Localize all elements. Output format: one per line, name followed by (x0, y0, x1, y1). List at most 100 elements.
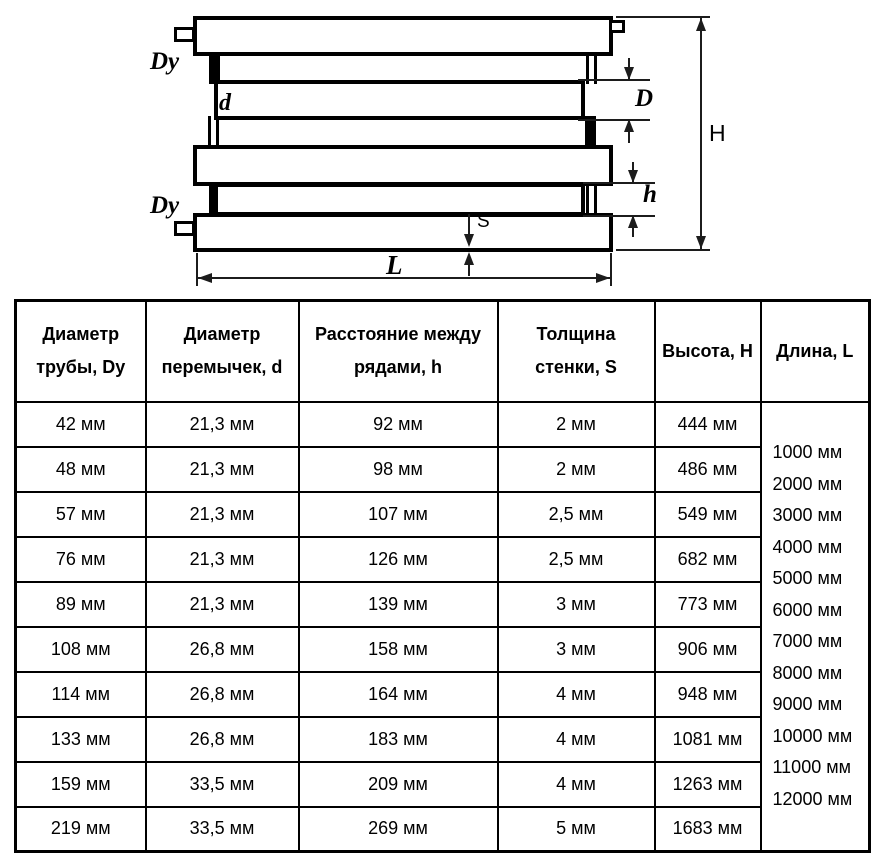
label-dy-bottom: Dy (150, 192, 180, 219)
pipe-row-3 (193, 145, 613, 186)
cell-dy: 89 мм (14, 580, 147, 628)
dim-L-arrow-right (596, 273, 610, 283)
cell-height: 948 мм (653, 670, 762, 718)
dim-L-ext-left (196, 253, 198, 286)
dim-D-tick-top (578, 79, 650, 81)
cell-h: 209 мм (297, 760, 499, 808)
label-D: D (635, 85, 654, 112)
dim-D-arrow-up (624, 119, 634, 132)
label-S: S (477, 211, 490, 232)
cell-h: 183 мм (297, 715, 499, 763)
cell-height: 906 мм (653, 625, 762, 673)
nipple-weld-right-1-2 (586, 52, 597, 84)
label-h: h (643, 181, 657, 208)
cell-s: 3 мм (496, 580, 656, 628)
cell-s: 2 мм (496, 400, 656, 448)
table-row: 48 мм 21,3 мм 98 мм 2 мм 486 мм (14, 445, 870, 493)
cell-s: 4 мм (496, 715, 656, 763)
nipple-weld-left-2-3 (208, 116, 219, 149)
cell-height: 1683 мм (653, 805, 762, 853)
cell-d: 26,8 мм (144, 670, 300, 718)
cell-height: 773 мм (653, 580, 762, 628)
cell-h: 92 мм (297, 400, 499, 448)
pipe-row-1 (193, 16, 613, 56)
cell-d: 21,3 мм (144, 580, 300, 628)
table-row: 76 мм 21,3 мм 126 мм 2,5 мм 682 мм (14, 535, 870, 583)
dim-h-tick-top (583, 182, 655, 184)
nipple-solid-left-1-2 (209, 52, 220, 84)
cell-d: 21,3 мм (144, 535, 300, 583)
cell-h: 139 мм (297, 580, 499, 628)
cell-h: 107 мм (297, 490, 499, 538)
col-header-jumper-diameter: Диаметр перемычек, d (144, 299, 300, 403)
stub-top-left (174, 27, 195, 42)
cell-d: 33,5 мм (144, 760, 300, 808)
cell-s: 5 мм (496, 805, 656, 853)
dim-H-line (700, 18, 702, 249)
cell-h: 269 мм (297, 805, 499, 853)
table-row: 89 мм 21,3 мм 139 мм 3 мм 773 мм (14, 580, 870, 628)
pipe-row-5 (193, 213, 613, 252)
dim-D-tick-bottom (578, 119, 650, 121)
stub-bottom-left (174, 221, 195, 236)
dim-S-stem-bottom (468, 263, 470, 276)
cell-height: 444 мм (653, 400, 762, 448)
register-drawing: L H D h S Dy d Dy (0, 0, 882, 299)
table-row: 42 мм 21,3 мм 92 мм 2 мм 444 мм 1000 мм … (14, 400, 871, 853)
dim-L-line (198, 277, 610, 279)
cell-h: 158 мм (297, 625, 499, 673)
cell-s: 2,5 мм (496, 490, 656, 538)
label-dy-top: Dy (150, 48, 180, 75)
cell-height: 486 мм (653, 445, 762, 493)
cell-s: 2 мм (496, 445, 656, 493)
table-row: 133 мм 26,8 мм 183 мм 4 мм 1081 мм (14, 715, 870, 763)
dim-D-arrow-down (624, 67, 634, 80)
cell-dy: 219 мм (14, 805, 147, 853)
cell-dy: 48 мм (14, 445, 147, 493)
cell-h: 98 мм (297, 445, 499, 493)
cell-dy: 108 мм (14, 625, 147, 673)
table-row: 108 мм 26,8 мм 158 мм 3 мм 906 мм (14, 625, 870, 673)
dim-H-arrow-top (696, 18, 706, 31)
cell-height: 1263 мм (653, 760, 762, 808)
cell-dy: 57 мм (14, 490, 147, 538)
stub-top-right (609, 20, 625, 33)
cell-dy: 133 мм (14, 715, 147, 763)
dim-H-arrow-bottom (696, 236, 706, 249)
col-header-height: Высота, H (653, 299, 762, 403)
cell-d: 21,3 мм (144, 400, 300, 448)
dim-S-arrow-down (464, 234, 474, 247)
dimensions-table: Диаметр трубы, Dy Диаметр перемычек, d Р… (14, 299, 871, 853)
label-d: d (219, 90, 231, 116)
cell-h: 126 мм (297, 535, 499, 583)
cell-s: 2,5 мм (496, 535, 656, 583)
table-row: 159 мм 33,5 мм 209 мм 4 мм 1263 мм (14, 760, 870, 808)
label-L: L (386, 250, 403, 280)
pipe-row-2 (214, 80, 585, 120)
cell-dy: 42 мм (14, 400, 147, 448)
dim-h-arrow-down (628, 170, 638, 183)
cell-d: 26,8 мм (144, 625, 300, 673)
table-row: 219 мм 33,5 мм 269 мм 5 мм 1683 мм (14, 805, 870, 853)
col-header-length: Длина, L (759, 299, 871, 403)
col-header-pipe-diameter: Диаметр трубы, Dy (14, 299, 147, 403)
cell-height: 1081 мм (653, 715, 762, 763)
col-header-row-spacing: Расстояние между рядами, h (297, 299, 499, 403)
cell-d: 33,5 мм (144, 805, 300, 853)
cell-d: 21,3 мм (144, 490, 300, 538)
dim-D-stem-bottom (628, 121, 630, 143)
cell-dy: 114 мм (14, 670, 147, 718)
nipple-solid-right-2-3 (585, 116, 596, 149)
col-header-wall-thickness: Толщина стенки, S (496, 299, 656, 403)
cell-s: 3 мм (496, 625, 656, 673)
cell-dy: 76 мм (14, 535, 147, 583)
cell-s: 4 мм (496, 760, 656, 808)
cell-height: 549 мм (653, 490, 762, 538)
dim-H-ext-top (616, 16, 710, 18)
cell-d: 26,8 мм (144, 715, 300, 763)
table-row: 57 мм 21,3 мм 107 мм 2,5 мм 549 мм (14, 490, 870, 538)
dim-S-arrow-up (464, 252, 474, 265)
cell-d: 21,3 мм (144, 445, 300, 493)
cell-dy: 159 мм (14, 760, 147, 808)
